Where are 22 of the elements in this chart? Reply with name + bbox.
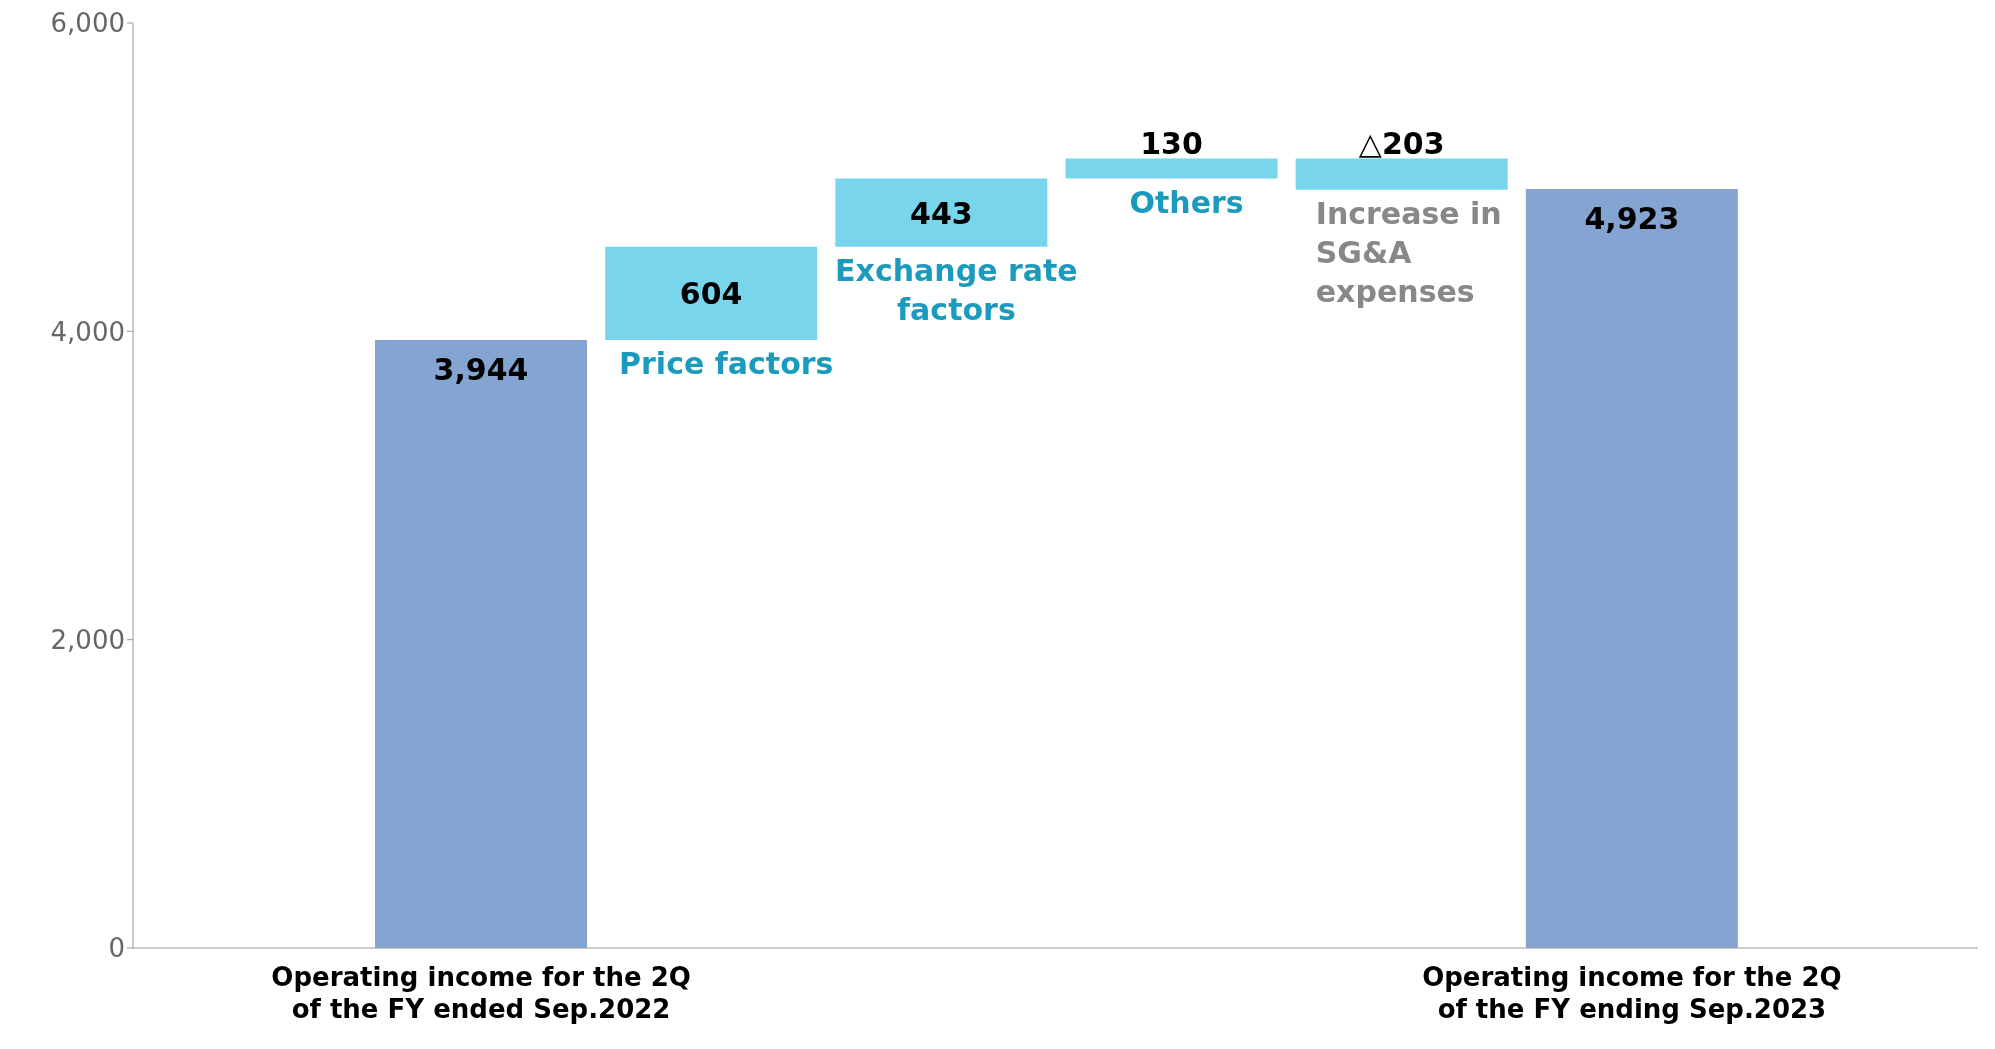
annotation: Others [1128,183,1245,222]
annotation: Exchange rate factors [834,251,1079,329]
y-tick-label: 0 [108,933,125,964]
annotation: Increase in SG&A expenses [1315,194,1503,311]
bar [835,178,1048,247]
bar [605,246,818,340]
data-label: 4,923 [1584,201,1680,237]
data-label: 3,944 [433,351,529,387]
y-tick-label: 4,000 [50,316,125,347]
bar [1525,189,1738,948]
annotation: Price factors [618,344,835,383]
bar [1065,158,1278,179]
bar [1295,158,1508,190]
data-label: 604 [679,276,743,312]
y-tick-label: 6,000 [50,8,125,39]
data-label: 130 [1140,125,1203,161]
data-label: 443 [910,195,973,231]
y-tick-label: 2,000 [50,624,125,655]
bar [375,339,587,948]
x-tick-label: Operating income for the 2Q of the FY ended Sep.2022 [271,962,691,1024]
x-tick-label: Operating income for the 2Q of the FY ending Sep.2023 [1422,962,1842,1024]
data-label: △203 [1358,125,1445,161]
